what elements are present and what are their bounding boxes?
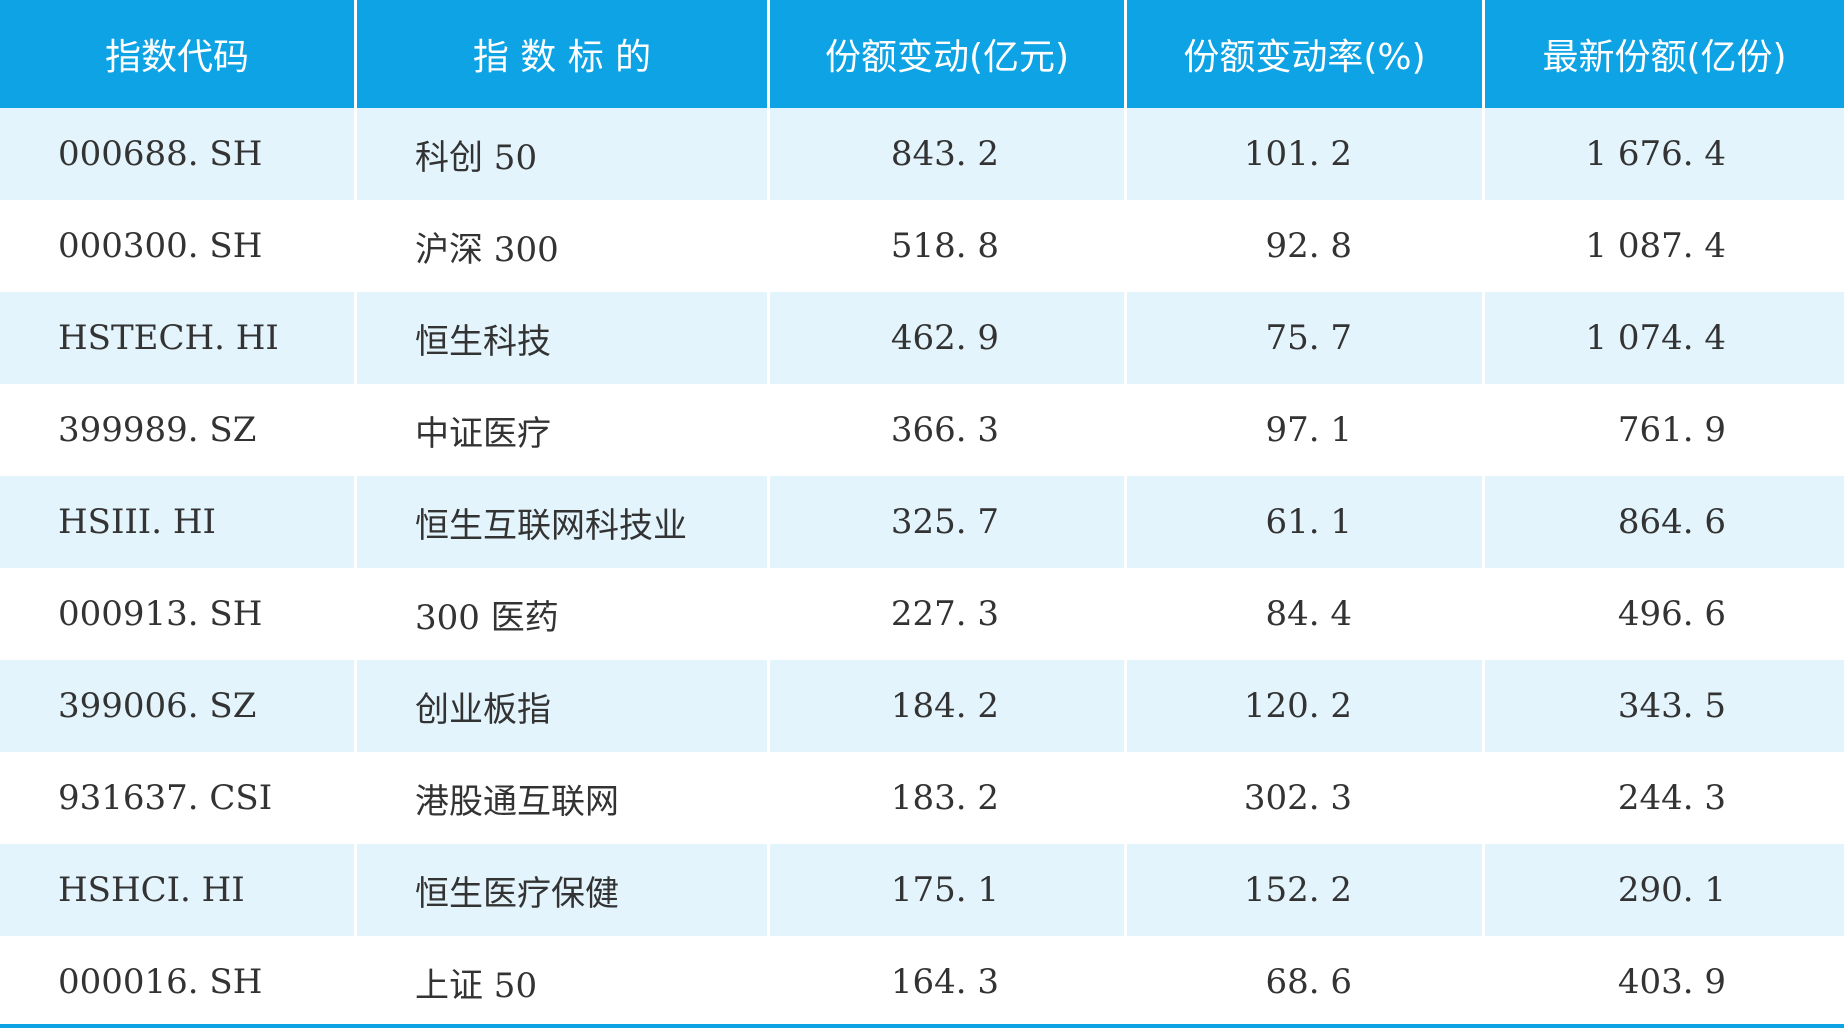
- cell-latest: 290. 1: [1485, 844, 1844, 936]
- header-index-code: 指数代码: [0, 0, 357, 108]
- cell-change: 227. 3: [770, 568, 1127, 660]
- cell-rate: 97. 1: [1127, 384, 1485, 476]
- cell-latest: 496. 6: [1485, 568, 1844, 660]
- cell-code: 000688. SH: [0, 108, 357, 200]
- header-index-target: 指 数 标 的: [357, 0, 770, 108]
- cell-code: HSTECH. HI: [0, 292, 357, 384]
- table-row: 931637. CSI 港股通互联网 183. 2 302. 3 244. 3: [0, 752, 1844, 844]
- cell-code: HSIII. HI: [0, 476, 357, 568]
- cell-rate: 302. 3: [1127, 752, 1485, 844]
- cell-latest: 1 074. 4: [1485, 292, 1844, 384]
- cell-change: 164. 3: [770, 936, 1127, 1028]
- cell-code: 931637. CSI: [0, 752, 357, 844]
- cell-change: 175. 1: [770, 844, 1127, 936]
- cell-latest: 761. 9: [1485, 384, 1844, 476]
- table-row: HSHCI. HI 恒生医疗保健 175. 1 152. 2 290. 1: [0, 844, 1844, 936]
- cell-code: 399989. SZ: [0, 384, 357, 476]
- cell-change: 366. 3: [770, 384, 1127, 476]
- cell-name: 300 医药: [357, 568, 770, 660]
- cell-latest: 244. 3: [1485, 752, 1844, 844]
- cell-rate: 152. 2: [1127, 844, 1485, 936]
- cell-rate: 84. 4: [1127, 568, 1485, 660]
- cell-rate: 101. 2: [1127, 108, 1485, 200]
- cell-latest: 403. 9: [1485, 936, 1844, 1028]
- table-bottom-rule: [0, 1024, 1844, 1028]
- table-row: HSIII. HI 恒生互联网科技业 325. 7 61. 1 864. 6: [0, 476, 1844, 568]
- header-share-change: 份额变动(亿元): [770, 0, 1127, 108]
- cell-code: 000913. SH: [0, 568, 357, 660]
- cell-change: 462. 9: [770, 292, 1127, 384]
- header-share-change-rate: 份额变动率(%): [1127, 0, 1485, 108]
- table-row: HSTECH. HI 恒生科技 462. 9 75. 7 1 074. 4: [0, 292, 1844, 384]
- cell-code: 000300. SH: [0, 200, 357, 292]
- cell-change: 184. 2: [770, 660, 1127, 752]
- cell-name: 恒生医疗保健: [357, 844, 770, 936]
- cell-name: 沪深 300: [357, 200, 770, 292]
- cell-change: 325. 7: [770, 476, 1127, 568]
- table-row: 000688. SH 科创 50 843. 2 101. 2 1 676. 4: [0, 108, 1844, 200]
- cell-rate: 120. 2: [1127, 660, 1485, 752]
- cell-rate: 92. 8: [1127, 200, 1485, 292]
- cell-rate: 68. 6: [1127, 936, 1485, 1028]
- cell-name: 恒生科技: [357, 292, 770, 384]
- cell-name: 创业板指: [357, 660, 770, 752]
- cell-change: 518. 8: [770, 200, 1127, 292]
- cell-latest: 343. 5: [1485, 660, 1844, 752]
- cell-name: 上证 50: [357, 936, 770, 1028]
- cell-code: 399006. SZ: [0, 660, 357, 752]
- table-row: 000300. SH 沪深 300 518. 8 92. 8 1 087. 4: [0, 200, 1844, 292]
- cell-change: 183. 2: [770, 752, 1127, 844]
- cell-name: 港股通互联网: [357, 752, 770, 844]
- table-row: 399006. SZ 创业板指 184. 2 120. 2 343. 5: [0, 660, 1844, 752]
- cell-code: 000016. SH: [0, 936, 357, 1028]
- cell-latest: 864. 6: [1485, 476, 1844, 568]
- table-row: 399989. SZ 中证医疗 366. 3 97. 1 761. 9: [0, 384, 1844, 476]
- cell-name: 恒生互联网科技业: [357, 476, 770, 568]
- header-latest-share: 最新份额(亿份): [1485, 0, 1844, 108]
- table-row: 000016. SH 上证 50 164. 3 68. 6 403. 9: [0, 936, 1844, 1028]
- cell-latest: 1 676. 4: [1485, 108, 1844, 200]
- cell-code: HSHCI. HI: [0, 844, 357, 936]
- cell-latest: 1 087. 4: [1485, 200, 1844, 292]
- cell-rate: 75. 7: [1127, 292, 1485, 384]
- table-header-row: 指数代码 指 数 标 的 份额变动(亿元) 份额变动率(%) 最新份额(亿份): [0, 0, 1844, 108]
- cell-rate: 61. 1: [1127, 476, 1485, 568]
- cell-name: 科创 50: [357, 108, 770, 200]
- cell-change: 843. 2: [770, 108, 1127, 200]
- table-row: 000913. SH 300 医药 227. 3 84. 4 496. 6: [0, 568, 1844, 660]
- cell-name: 中证医疗: [357, 384, 770, 476]
